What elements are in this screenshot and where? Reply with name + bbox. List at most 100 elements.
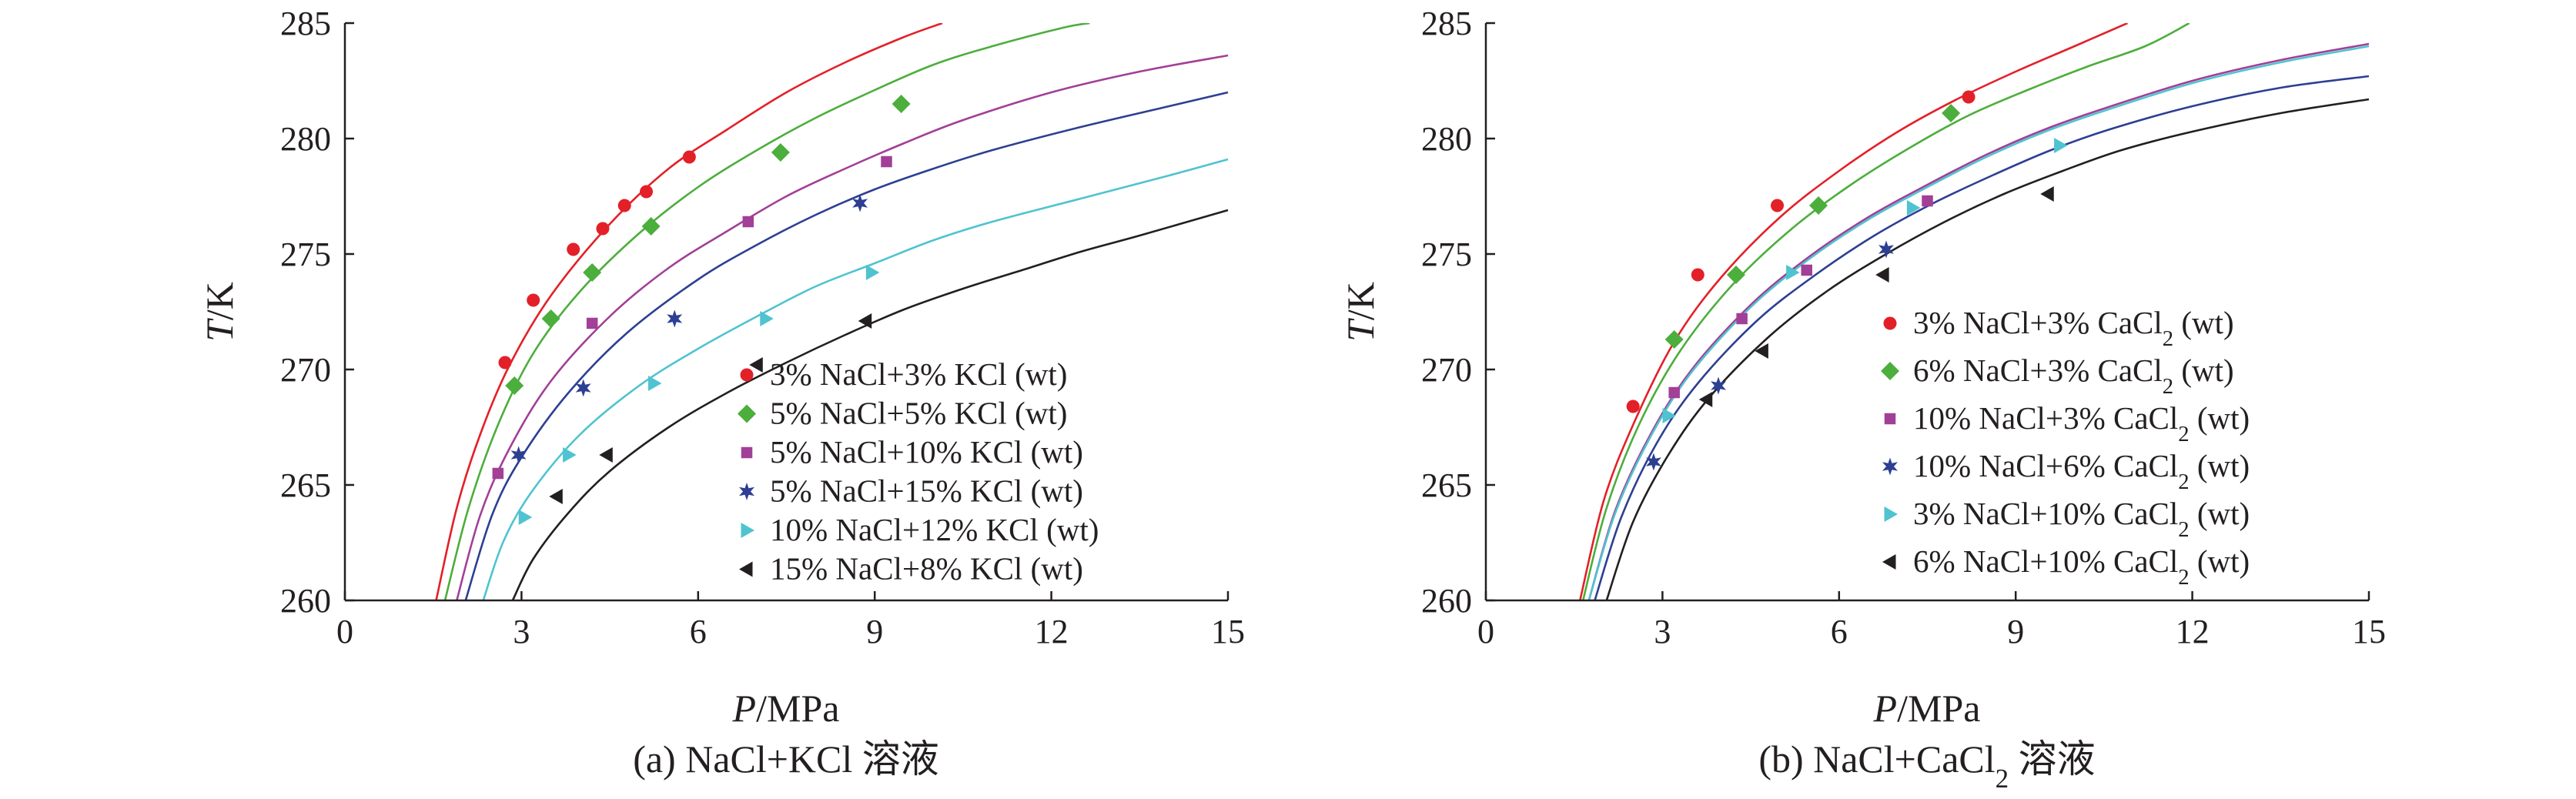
- legend-marker: [1884, 413, 1896, 425]
- y-axis-title-b: T/K: [1339, 282, 1382, 342]
- legend-marker: [1882, 554, 1896, 570]
- y-tick-label: 270: [1421, 351, 1472, 389]
- legend-marker: [1882, 457, 1898, 476]
- y-axis-title-rest-b: /K: [1339, 282, 1382, 320]
- text-run: 5% NaCl+15% KCl (wt): [770, 473, 1083, 509]
- data-point: [1771, 199, 1785, 212]
- chem-subscript: 2: [2178, 422, 2189, 446]
- text-run: 10% NaCl+6%: [1913, 448, 2113, 483]
- legend-b: 3% NaCl+3% CaCl2 (wt)6% NaCl+3% CaCl2 (w…: [1881, 305, 2250, 590]
- series-fit-curve: [1579, 23, 2129, 601]
- chem-subscript: 2: [2163, 326, 2173, 351]
- data-point: [563, 447, 577, 463]
- legend-marker: [1883, 316, 1897, 330]
- legend-marker: [739, 483, 754, 500]
- chem-formula: CaCl: [2113, 448, 2178, 483]
- y-tick-label: 260: [1421, 582, 1472, 620]
- data-point: [567, 242, 580, 256]
- data-point: [858, 313, 872, 329]
- text-run: 3% NaCl+3%: [1913, 305, 2097, 340]
- data-point: [647, 376, 662, 391]
- chem-subscript: 2: [2178, 517, 2189, 542]
- y-axis-title-a: T/K: [198, 282, 241, 342]
- series-fit-curve: [443, 23, 1090, 601]
- data-point: [1801, 264, 1812, 276]
- x-tick-label: 0: [336, 613, 353, 650]
- y-tick-label: 280: [1421, 120, 1472, 158]
- legend-marker: [741, 523, 754, 538]
- data-point: [505, 376, 524, 395]
- caption-a: (a) NaCl+KCl 溶液: [633, 737, 939, 781]
- chem-formula: CaCl: [2113, 543, 2178, 579]
- data-point: [1942, 104, 1961, 122]
- data-point: [599, 447, 613, 463]
- chart-panel-b: 0 3 6 9 12 15 260 265 270 275 280 285 P/MPa T/K 3%…: [1339, 5, 2386, 794]
- y-tick-label: 265: [1421, 466, 1472, 504]
- x-tick-label: 6: [1831, 613, 1848, 650]
- data-point: [2040, 186, 2054, 202]
- text-run: (wt): [2173, 305, 2234, 340]
- x-tick-label: 12: [2176, 613, 2210, 650]
- series-fit-curve: [1587, 42, 2370, 601]
- text-run: 3% NaCl+3% KCl (wt): [770, 356, 1067, 392]
- chem-subscript: 2: [2178, 565, 2189, 590]
- x-axis-title-italic-b: P: [1873, 687, 1898, 730]
- legend-label: 5% NaCl+10% KCl (wt): [770, 434, 1083, 470]
- data-point: [1809, 196, 1828, 215]
- chem-formula: CaCl: [1916, 737, 1996, 781]
- text-run: 6% NaCl+10%: [1913, 543, 2113, 579]
- x-tick-label: 9: [866, 613, 883, 650]
- text-run: 10% NaCl+3%: [1913, 400, 2113, 436]
- curves-b: [1579, 23, 2370, 601]
- data-point: [541, 309, 560, 328]
- text-run: (wt): [2190, 496, 2250, 531]
- x-ticks-a: 0 3 6 9 12 15: [336, 591, 1245, 650]
- legend-label: 3% NaCl+3% CaCl2 (wt): [1913, 305, 2234, 351]
- data-point: [596, 222, 610, 236]
- data-point: [1878, 240, 1894, 259]
- data-point: [1875, 267, 1889, 282]
- series-fit-curve: [1587, 45, 2370, 601]
- data-point: [892, 95, 911, 113]
- legend-marker: [739, 561, 753, 577]
- chem-subscript: 2: [2163, 374, 2173, 399]
- data-point: [852, 194, 868, 212]
- legend-a: 3% NaCl+3% KCl (wt)5% NaCl+5% KCl (wt)5%…: [738, 356, 1099, 587]
- text-run: (b) NaCl+: [1758, 737, 1916, 781]
- x-tick-label: 0: [1477, 613, 1494, 650]
- chem-formula: CaCl: [2113, 496, 2178, 531]
- data-point: [498, 356, 512, 369]
- legend-label: 6% NaCl+3% CaCl2 (wt): [1913, 353, 2234, 399]
- y-tick-label: 285: [1421, 5, 1472, 42]
- y-axis-title-italic-b: T: [1339, 318, 1382, 342]
- legend-label: 5% NaCl+15% KCl (wt): [770, 473, 1083, 509]
- data-point: [1755, 343, 1768, 359]
- data-point: [667, 309, 683, 328]
- y-tick-label: 275: [280, 236, 331, 273]
- x-tick-label: 3: [1654, 613, 1671, 650]
- y-axis-title-rest-a: /K: [198, 282, 241, 320]
- text-run: 5% NaCl+10% KCl (wt): [770, 434, 1083, 470]
- legend-label: 3% NaCl+3% KCl (wt): [770, 356, 1067, 392]
- data-point: [492, 467, 504, 480]
- y-axis-title-italic-a: T: [198, 318, 241, 342]
- curves-a: [435, 23, 1229, 601]
- data-point: [617, 199, 631, 212]
- series-fit-curve: [482, 158, 1229, 601]
- data-point: [641, 217, 661, 236]
- legend-marker: [1881, 362, 1899, 380]
- chart-panel-a: 0 3 6 9 12 15 260 265 270 275 280 285 P/MPa T/K 3%…: [198, 5, 1245, 781]
- legend-label: 5% NaCl+5% KCl (wt): [770, 396, 1067, 431]
- data-point: [549, 489, 563, 504]
- data-point: [881, 155, 892, 168]
- text-run: (wt): [2190, 543, 2250, 579]
- y-tick-label: 280: [280, 120, 331, 158]
- series-fit-curve: [1605, 98, 2370, 601]
- series-fit-curve: [456, 54, 1229, 601]
- data-point: [510, 446, 527, 464]
- x-tick-label: 6: [690, 613, 707, 650]
- y-ticks-b: 260 265 270 275 280 285: [1421, 5, 1495, 620]
- data-point: [1726, 266, 1745, 284]
- data-point: [1736, 313, 1748, 325]
- data-point: [749, 357, 763, 373]
